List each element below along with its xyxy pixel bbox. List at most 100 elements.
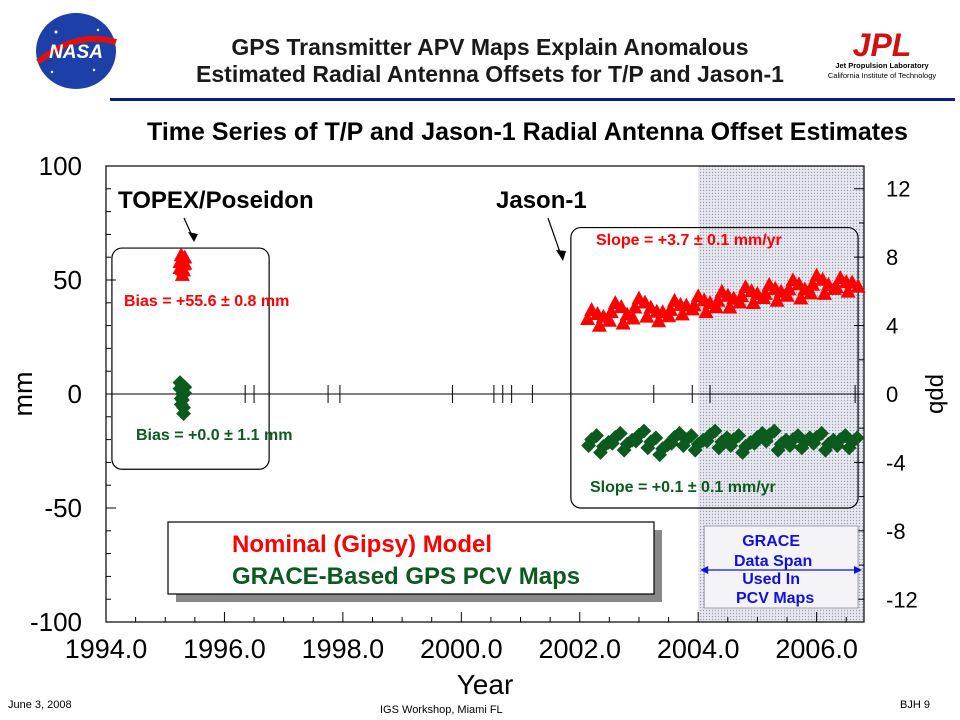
jpl-logo-text: JPL bbox=[853, 30, 912, 63]
data-point-diamond bbox=[589, 428, 605, 444]
grace-span-arrowhead-left bbox=[700, 566, 709, 574]
data-point-triangle bbox=[625, 310, 641, 325]
data-point-diamond bbox=[707, 423, 723, 439]
jason-label: Jason-1 bbox=[496, 187, 587, 214]
data-point-triangle bbox=[686, 297, 702, 312]
data-point-diamond bbox=[699, 433, 715, 449]
slide-title: GPS Transmitter APV Maps Explain Anomalo… bbox=[150, 34, 830, 88]
y-tick-label: 50 bbox=[53, 265, 82, 295]
chart: 1994.0 1996.0 1998.0 2000.0 2002.0 2004.0 2006… bbox=[8, 151, 951, 700]
data-point-triangle bbox=[615, 315, 631, 330]
data-point-diamond bbox=[687, 442, 703, 458]
data-point-diamond bbox=[770, 442, 786, 458]
y-tick-label: 100 bbox=[39, 151, 82, 181]
grace-span-box bbox=[703, 525, 859, 609]
data-point-diamond bbox=[636, 423, 652, 439]
data-point-triangle bbox=[591, 317, 607, 332]
slide-title-line2: Estimated Radial Antenna Offsets for T/P… bbox=[196, 61, 784, 87]
footer-event: IGS Workshop, Miami FL bbox=[380, 704, 503, 716]
grace-span-arrowhead-right bbox=[854, 566, 862, 574]
grace-span-line3: Used In bbox=[742, 571, 800, 588]
y-tick-label: 0 bbox=[68, 379, 82, 409]
data-point-triangle bbox=[627, 299, 643, 314]
data-point-diamond bbox=[675, 438, 691, 454]
data-point-diamond bbox=[766, 423, 782, 439]
data-point-triangle bbox=[580, 311, 596, 325]
data-point-triangle bbox=[176, 262, 192, 277]
data-point-triangle bbox=[639, 308, 655, 323]
data-point-diamond bbox=[581, 438, 597, 454]
y2-tick-label: -8 bbox=[886, 519, 906, 544]
data-point-diamond bbox=[652, 447, 668, 463]
annotation-labels: TOPEX/Poseidon Jason-1 Bias = +55.6 ± 0.8 … bbox=[118, 187, 862, 609]
data-point-diamond bbox=[604, 435, 620, 451]
jpl-subtitle1: Jet Propulsion Laboratory bbox=[835, 61, 929, 70]
data-point-diamond bbox=[723, 438, 739, 454]
data-point-diamond bbox=[829, 438, 845, 454]
data-point-diamond bbox=[683, 428, 699, 444]
data-point-diamond bbox=[806, 435, 822, 451]
x-tick-label: 1998.0 bbox=[302, 634, 385, 664]
footer-date: June 3, 2008 bbox=[8, 699, 72, 711]
y2-tick-label: 12 bbox=[886, 177, 910, 202]
annotation-boxes bbox=[111, 226, 859, 509]
data-point-triangle bbox=[757, 285, 773, 300]
data-point-triangle bbox=[793, 290, 809, 305]
data-point-triangle bbox=[850, 278, 866, 293]
title-rule bbox=[110, 98, 955, 101]
data-point-diamond bbox=[849, 430, 865, 446]
x-tick-label: 2000.0 bbox=[420, 634, 503, 664]
axes: 1994.0 1996.0 1998.0 2000.0 2002.0 2004.0 2006… bbox=[8, 151, 951, 700]
footer-page-number: BJH 9 bbox=[900, 699, 930, 711]
data-point-triangle bbox=[816, 285, 832, 300]
data-point-triangle bbox=[734, 288, 750, 303]
data-marks bbox=[172, 247, 866, 463]
nasa-logo-text: NASA bbox=[49, 42, 103, 63]
data-point-triangle bbox=[803, 285, 819, 300]
data-point-diamond bbox=[818, 442, 833, 458]
topex-grace-bias: Bias = +0.0 ± 1.1 mm bbox=[136, 427, 292, 444]
data-point-diamond bbox=[612, 425, 628, 441]
chart-title: Time Series of T/P and Jason-1 Radial An… bbox=[147, 118, 908, 146]
data-point-diamond bbox=[814, 425, 830, 441]
topex-label: TOPEX/Poseidon bbox=[118, 187, 314, 214]
x-tick-label: 2004.0 bbox=[657, 634, 740, 664]
data-point-triangle bbox=[601, 312, 617, 327]
jason-arrowhead bbox=[556, 250, 566, 261]
data-point-diamond bbox=[628, 433, 644, 449]
data-point-triangle bbox=[840, 283, 856, 298]
legend-entry-grace: GRACE-Based GPS PCV Maps bbox=[232, 563, 580, 590]
topex-arrowhead bbox=[188, 232, 198, 242]
data-point-triangle bbox=[603, 304, 619, 319]
data-point-diamond bbox=[782, 438, 798, 454]
x-tick-label: 2006.0 bbox=[775, 634, 858, 664]
y-tick-label: -50 bbox=[44, 493, 82, 523]
data-point-diamond bbox=[593, 445, 608, 460]
x-tick-label: 1996.0 bbox=[183, 634, 266, 664]
data-point-triangle bbox=[651, 313, 667, 328]
grace-span-line4: PCV Maps bbox=[736, 590, 814, 607]
y2-axis-label: ppb bbox=[924, 374, 951, 414]
legend-entry-nominal: Nominal (Gipsy) Model bbox=[232, 531, 492, 558]
x-tick-label: 2002.0 bbox=[538, 634, 621, 664]
data-point-diamond bbox=[731, 428, 747, 444]
x-tick-label: 1994.0 bbox=[65, 634, 148, 664]
y-axis-label: mm bbox=[8, 372, 38, 417]
data-point-triangle bbox=[828, 279, 844, 294]
data-point-diamond bbox=[794, 440, 810, 456]
jason-grace-slope: Slope = +0.1 ± 0.1 mm/yr bbox=[590, 479, 776, 496]
slide-title-line1: GPS Transmitter APV Maps Explain Anomalo… bbox=[231, 34, 749, 60]
jason-box bbox=[570, 226, 859, 509]
data-point-triangle bbox=[745, 295, 761, 309]
topex-nominal-bias: Bias = +55.6 ± 0.8 mm bbox=[124, 293, 289, 310]
jpl-logo: JPL Jet Propulsion Laboratory California… bbox=[820, 27, 950, 90]
data-point-triangle bbox=[722, 299, 738, 314]
y2-tick-label: 4 bbox=[886, 314, 898, 339]
data-point-triangle bbox=[662, 301, 679, 316]
data-point-triangle bbox=[710, 292, 726, 307]
topex-box bbox=[111, 247, 270, 470]
y2-tick-label: 0 bbox=[886, 382, 898, 407]
jpl-subtitle2: California Institute of Technology bbox=[828, 71, 937, 80]
data-point-diamond bbox=[177, 385, 193, 401]
data-point-triangle bbox=[781, 281, 797, 296]
